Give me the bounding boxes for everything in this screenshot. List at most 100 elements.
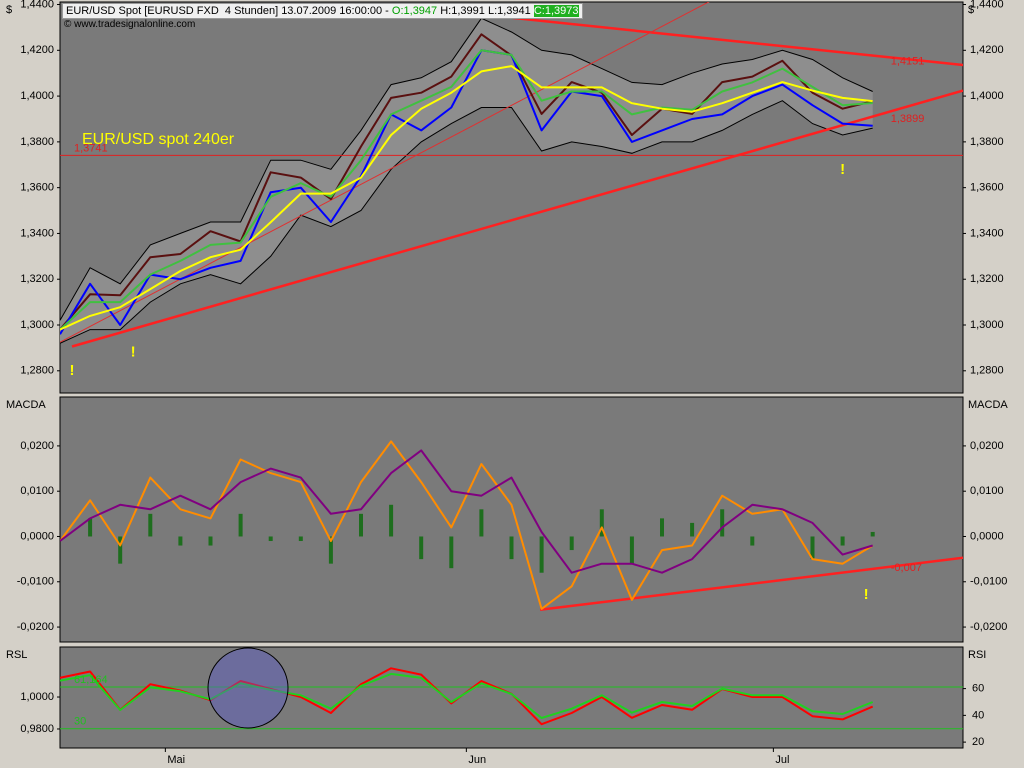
band-lower	[60, 100, 873, 344]
plot-background	[59, 646, 964, 749]
series-line	[60, 49, 873, 335]
histogram-bar	[539, 536, 544, 573]
plot-area	[60, 2, 963, 348]
close: C:1,3973	[533, 5, 579, 17]
y-tick-label-right: 1,3400	[970, 227, 1004, 239]
y-tick-label: 1,0000	[20, 691, 54, 703]
histogram-bar	[690, 522, 695, 537]
y-tick-label-right: 1,4200	[970, 44, 1004, 56]
annotation: 1,4151	[891, 55, 925, 67]
y-tick-label-right: 1,4000	[970, 90, 1004, 102]
chart-title: EUR/USD spot 240er	[82, 131, 235, 148]
y-axis-label: MACDA	[6, 399, 46, 411]
plot-area	[60, 440, 963, 612]
histogram-bar	[449, 536, 454, 569]
histogram-bar	[870, 531, 875, 537]
annotation: !	[131, 344, 136, 361]
highlight-circle	[207, 647, 289, 729]
y-tick-label: 0,0000	[20, 530, 54, 542]
histogram-bar	[88, 518, 93, 537]
y2-tick-label: 60	[972, 683, 984, 695]
y-tick-label-right: 1,4400	[970, 0, 1004, 10]
annotation: !	[70, 362, 75, 379]
histogram-bar	[419, 536, 424, 560]
histogram-bar	[599, 509, 604, 537]
source: © www.tradesignalonline.com	[64, 19, 196, 30]
y-tick-label: 0,0200	[20, 440, 54, 452]
histogram-bar	[810, 536, 815, 560]
x-tick-label: Jun	[468, 754, 486, 766]
y-tick-label-right: 1,3600	[970, 182, 1004, 194]
y-tick-label: 1,4000	[20, 90, 54, 102]
open: O:1,3947	[391, 5, 438, 17]
y-tick-label-right: 0,0200	[970, 440, 1004, 452]
series-line	[60, 33, 873, 331]
histogram-bar	[629, 536, 634, 564]
y2-tick-label: 40	[972, 709, 984, 721]
y-tick-label: 1,3400	[20, 227, 54, 239]
y-tick-label-right: 1,3200	[970, 273, 1004, 285]
histogram-bar	[238, 513, 243, 537]
histogram-bar	[840, 536, 845, 546]
y-tick-label: -0,0200	[17, 621, 54, 633]
y-tick-label-right: -0,0100	[970, 576, 1007, 588]
low: L:1,3941	[487, 5, 531, 17]
header: EUR/USD Spot [EURUSD FXD 4 Stunden] 13.0…	[62, 3, 583, 19]
histogram-bar	[389, 504, 394, 537]
series-line	[60, 440, 874, 610]
trend-line	[60, 2, 710, 343]
histogram-bar	[720, 509, 725, 537]
annotation: !	[864, 586, 869, 603]
histogram-bar	[660, 518, 664, 537]
x-tick-label: Jul	[775, 754, 789, 766]
trend-line	[539, 556, 963, 612]
instrument: EUR/USD Spot [EURUSD FXD 4 Stunden] 13.0…	[66, 5, 389, 17]
histogram-bar	[268, 536, 273, 542]
y-tick-label-right: 0,0000	[970, 530, 1004, 542]
trend-line	[496, 14, 963, 67]
histogram-bar	[509, 536, 514, 560]
level-label: 30	[74, 716, 86, 728]
histogram-bar	[328, 536, 333, 564]
y-tick-label-right: -0,0200	[970, 621, 1007, 633]
y-axis-label: RSL	[6, 649, 27, 661]
y-tick-label-right: 1,3000	[970, 319, 1004, 331]
y-tick-label: -0,0100	[17, 576, 54, 588]
histogram-bar	[359, 513, 363, 537]
series-line	[60, 49, 873, 331]
y-tick-label: 1,4400	[20, 0, 54, 10]
y-axis-label: $	[6, 4, 12, 16]
band-upper	[60, 17, 873, 321]
level-label: 1,3741	[74, 142, 108, 154]
histogram-bar	[569, 536, 574, 551]
plot-area	[60, 667, 963, 730]
series-line	[60, 449, 873, 574]
series-line	[60, 672, 874, 719]
y-tick-label: 1,3000	[20, 319, 54, 331]
trend-line	[71, 89, 963, 348]
y-tick-label: 1,3600	[20, 182, 54, 194]
annotation: -0,007	[891, 562, 922, 574]
y-axis-label-right: MACDA	[968, 399, 1008, 411]
plot-background	[59, 396, 964, 643]
histogram-bar	[148, 513, 153, 537]
y-tick-label: 1,3200	[20, 273, 54, 285]
high: H:1,3991	[440, 5, 485, 17]
histogram-bar	[479, 509, 484, 537]
y-tick-label-right: 0,0100	[970, 485, 1004, 497]
y-tick-label: 0,9800	[20, 723, 54, 735]
histogram-bar	[750, 536, 755, 546]
y-tick-label: 0,0100	[20, 485, 54, 497]
annotation: !	[840, 161, 845, 178]
level-label: 61,164	[74, 674, 108, 686]
y-tick-label-right: 1,2800	[970, 365, 1004, 377]
x-tick-label: Mai	[167, 754, 185, 766]
band-fill	[60, 18, 873, 344]
histogram-bar	[118, 536, 123, 564]
y-tick-label-right: 1,3800	[970, 136, 1004, 148]
histogram-bar	[178, 536, 183, 546]
y-tick-label: 1,2800	[20, 365, 54, 377]
annotation: 1,3899	[891, 113, 925, 125]
